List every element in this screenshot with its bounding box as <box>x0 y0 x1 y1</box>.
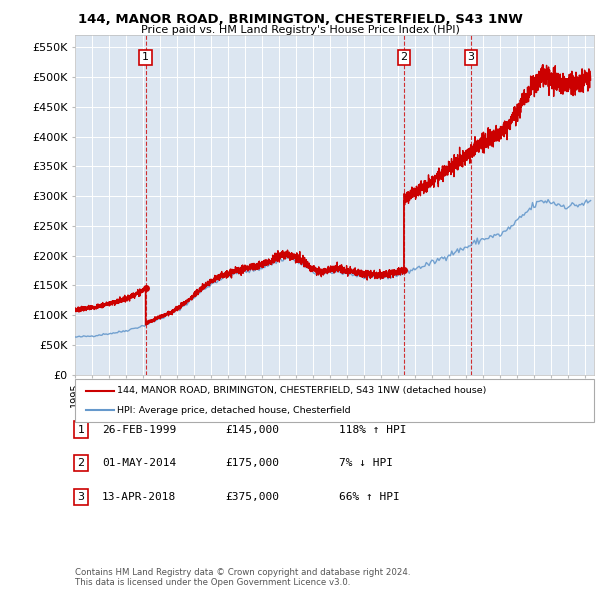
Text: 144, MANOR ROAD, BRIMINGTON, CHESTERFIELD, S43 1NW: 144, MANOR ROAD, BRIMINGTON, CHESTERFIEL… <box>77 13 523 26</box>
Text: Price paid vs. HM Land Registry's House Price Index (HPI): Price paid vs. HM Land Registry's House … <box>140 25 460 35</box>
Text: 1: 1 <box>77 425 85 434</box>
Text: £145,000: £145,000 <box>225 425 279 434</box>
Text: 26-FEB-1999: 26-FEB-1999 <box>102 425 176 434</box>
Text: £175,000: £175,000 <box>225 458 279 468</box>
Text: 2: 2 <box>77 458 85 468</box>
Text: 13-APR-2018: 13-APR-2018 <box>102 492 176 502</box>
Text: 7% ↓ HPI: 7% ↓ HPI <box>339 458 393 468</box>
Text: HPI: Average price, detached house, Chesterfield: HPI: Average price, detached house, Ches… <box>117 406 350 415</box>
Text: Contains HM Land Registry data © Crown copyright and database right 2024.: Contains HM Land Registry data © Crown c… <box>75 568 410 577</box>
Text: 118% ↑ HPI: 118% ↑ HPI <box>339 425 407 434</box>
Text: £375,000: £375,000 <box>225 492 279 502</box>
Text: 1: 1 <box>142 53 149 63</box>
Text: 66% ↑ HPI: 66% ↑ HPI <box>339 492 400 502</box>
Text: 01-MAY-2014: 01-MAY-2014 <box>102 458 176 468</box>
Text: 3: 3 <box>467 53 475 63</box>
Text: 144, MANOR ROAD, BRIMINGTON, CHESTERFIELD, S43 1NW (detached house): 144, MANOR ROAD, BRIMINGTON, CHESTERFIEL… <box>117 386 487 395</box>
Text: This data is licensed under the Open Government Licence v3.0.: This data is licensed under the Open Gov… <box>75 578 350 587</box>
Text: 3: 3 <box>77 492 85 502</box>
Text: 2: 2 <box>400 53 407 63</box>
